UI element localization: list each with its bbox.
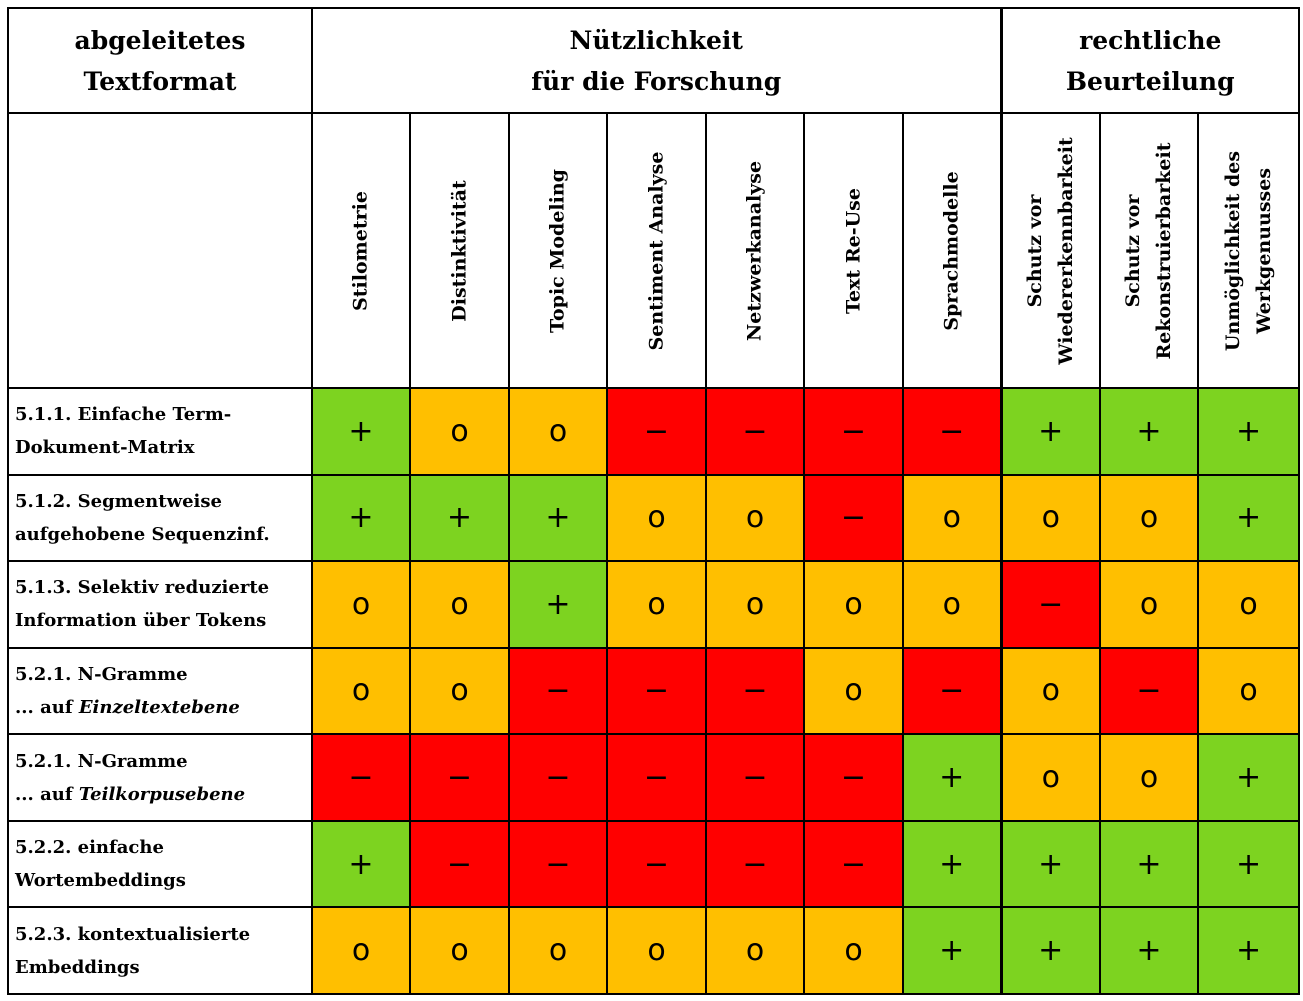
row-label: 5.1.1. Einfache Term- Dokument-Matrix bbox=[7, 387, 313, 476]
rating-cell: o bbox=[803, 906, 904, 995]
rating-cell: − bbox=[508, 819, 608, 909]
rating-cell: − bbox=[606, 387, 707, 476]
rating-cell: o bbox=[606, 560, 707, 649]
rating-cell: o bbox=[999, 646, 1101, 736]
rating-cell: − bbox=[803, 473, 904, 563]
rating-cell: o bbox=[311, 646, 411, 736]
rating-cell: − bbox=[902, 646, 1002, 736]
header-legal-assessment: rechtliche Beurteilung bbox=[999, 7, 1301, 114]
rating-cell: o bbox=[1099, 560, 1199, 649]
rating-cell: + bbox=[409, 473, 510, 563]
rating-cell: o bbox=[409, 560, 510, 649]
rating-cell: o bbox=[705, 560, 805, 649]
rating-cell: + bbox=[902, 733, 1002, 822]
table-row: 5.2.3. kontextualisierte Embeddings o o o o o o… bbox=[7, 906, 1301, 995]
col-text-re-use: Text Re-Use bbox=[803, 112, 904, 389]
header-text-format: abgeleitetes Textformat bbox=[7, 7, 313, 114]
rating-cell: + bbox=[311, 819, 411, 909]
col-netzwerkanalyse: Netzwerkanalyse bbox=[705, 112, 805, 389]
rating-cell: + bbox=[1099, 819, 1199, 909]
header-research-usefulness: Nützlichkeit für die Forschung bbox=[311, 7, 1002, 114]
rating-cell: − bbox=[508, 733, 608, 822]
rating-cell: o bbox=[1099, 473, 1199, 563]
rating-cell: o bbox=[508, 906, 608, 995]
table-row: 5.1.3. Selektiv reduzierte Information üb… bbox=[7, 560, 1301, 649]
rating-cell: + bbox=[1099, 906, 1199, 995]
rating-cell: + bbox=[311, 387, 411, 476]
row-label: 5.2.2. einfache Wortembeddings bbox=[7, 819, 313, 909]
rating-cell: + bbox=[999, 819, 1101, 909]
col-distinktivitaet: Distinktivität bbox=[409, 112, 510, 389]
rating-cell: + bbox=[1099, 387, 1199, 476]
row-label: 5.2.1. N-Gramme... auf Einzeltextebene bbox=[7, 646, 313, 736]
rating-cell: − bbox=[705, 387, 805, 476]
col-stilometrie: Stilometrie bbox=[311, 112, 411, 389]
rating-cell: + bbox=[311, 473, 411, 563]
header-empty-cell bbox=[7, 112, 313, 389]
rating-cell: o bbox=[409, 387, 510, 476]
rating-cell: − bbox=[1099, 646, 1199, 736]
rating-cell: − bbox=[803, 733, 904, 822]
rating-cell: − bbox=[902, 387, 1002, 476]
table-row: 5.2.1. N-Gramme... auf Einzeltextebene o o… bbox=[7, 646, 1301, 736]
table-row: 5.1.2. Segmentweise aufgehobene Sequenzin… bbox=[7, 473, 1301, 563]
rating-cell: o bbox=[311, 560, 411, 649]
col-sprachmodelle: Sprachmodelle bbox=[902, 112, 1002, 389]
rating-cell: − bbox=[606, 646, 707, 736]
col-unmoeglichkeit-werkgenuss: Unmöglichkeit des Werkgenuusses bbox=[1196, 112, 1301, 389]
rating-cell: o bbox=[902, 473, 1002, 563]
col-schutz-rekonstruierbarkeit: Schutz vor Rekonstruierbarkeit bbox=[1099, 112, 1199, 389]
row-label: 5.1.3. Selektiv reduzierte Information üb… bbox=[7, 560, 313, 649]
table-row: 5.2.1. N-Gramme... auf Teilkorpusebene − −… bbox=[7, 733, 1301, 822]
rating-cell: + bbox=[1196, 906, 1301, 995]
rating-cell: o bbox=[409, 646, 510, 736]
rating-cell: − bbox=[606, 819, 707, 909]
rating-cell: − bbox=[999, 560, 1101, 649]
rating-cell: + bbox=[902, 906, 1002, 995]
rating-cell: o bbox=[508, 387, 608, 476]
rating-cell: + bbox=[508, 473, 608, 563]
rating-cell: + bbox=[508, 560, 608, 649]
rating-cell: − bbox=[803, 819, 904, 909]
rating-cell: o bbox=[999, 733, 1101, 822]
table-row: 5.1.1. Einfache Term- Dokument-Matrix + o o −… bbox=[7, 387, 1301, 476]
rating-cell: o bbox=[1099, 733, 1199, 822]
rating-cell: − bbox=[705, 733, 805, 822]
rating-cell: + bbox=[1196, 473, 1301, 563]
rating-cell: − bbox=[311, 733, 411, 822]
rating-cell: + bbox=[999, 906, 1101, 995]
rating-cell: − bbox=[409, 819, 510, 909]
col-sentiment-analyse: Sentiment Analyse bbox=[606, 112, 707, 389]
rating-cell: − bbox=[606, 733, 707, 822]
rating-cell: − bbox=[705, 819, 805, 909]
rating-cell: o bbox=[311, 906, 411, 995]
rating-cell: o bbox=[1196, 646, 1301, 736]
rating-cell: o bbox=[1196, 560, 1301, 649]
rating-cell: o bbox=[705, 906, 805, 995]
rating-cell: o bbox=[999, 473, 1101, 563]
evaluation-table: abgeleitetes Textformat Nützlichkeit für… bbox=[7, 7, 1301, 995]
rating-cell: o bbox=[803, 560, 904, 649]
row-label: 5.2.3. kontextualisierte Embeddings bbox=[7, 906, 313, 995]
rating-cell: + bbox=[999, 387, 1101, 476]
rating-cell: o bbox=[902, 560, 1002, 649]
rating-cell: o bbox=[409, 906, 510, 995]
col-schutz-wiedererkennbarkeit: Schutz vor Wiedererkennbarkeit bbox=[999, 112, 1101, 389]
rating-cell: o bbox=[606, 906, 707, 995]
rating-cell: o bbox=[606, 473, 707, 563]
rating-cell: − bbox=[508, 646, 608, 736]
rating-cell: − bbox=[803, 387, 904, 476]
col-topic-modeling: Topic Modeling bbox=[508, 112, 608, 389]
rating-cell: o bbox=[803, 646, 904, 736]
rating-cell: + bbox=[902, 819, 1002, 909]
rating-cell: + bbox=[1196, 733, 1301, 822]
row-label: 5.1.2. Segmentweise aufgehobene Sequenzin… bbox=[7, 473, 313, 563]
rating-cell: o bbox=[705, 473, 805, 563]
table-row: 5.2.2. einfache Wortembeddings + − − − − − + + + + bbox=[7, 819, 1301, 909]
rating-cell: − bbox=[409, 733, 510, 822]
row-label: 5.2.1. N-Gramme... auf Teilkorpusebene bbox=[7, 733, 313, 822]
rating-cell: + bbox=[1196, 387, 1301, 476]
rating-cell: − bbox=[705, 646, 805, 736]
rating-cell: + bbox=[1196, 819, 1301, 909]
